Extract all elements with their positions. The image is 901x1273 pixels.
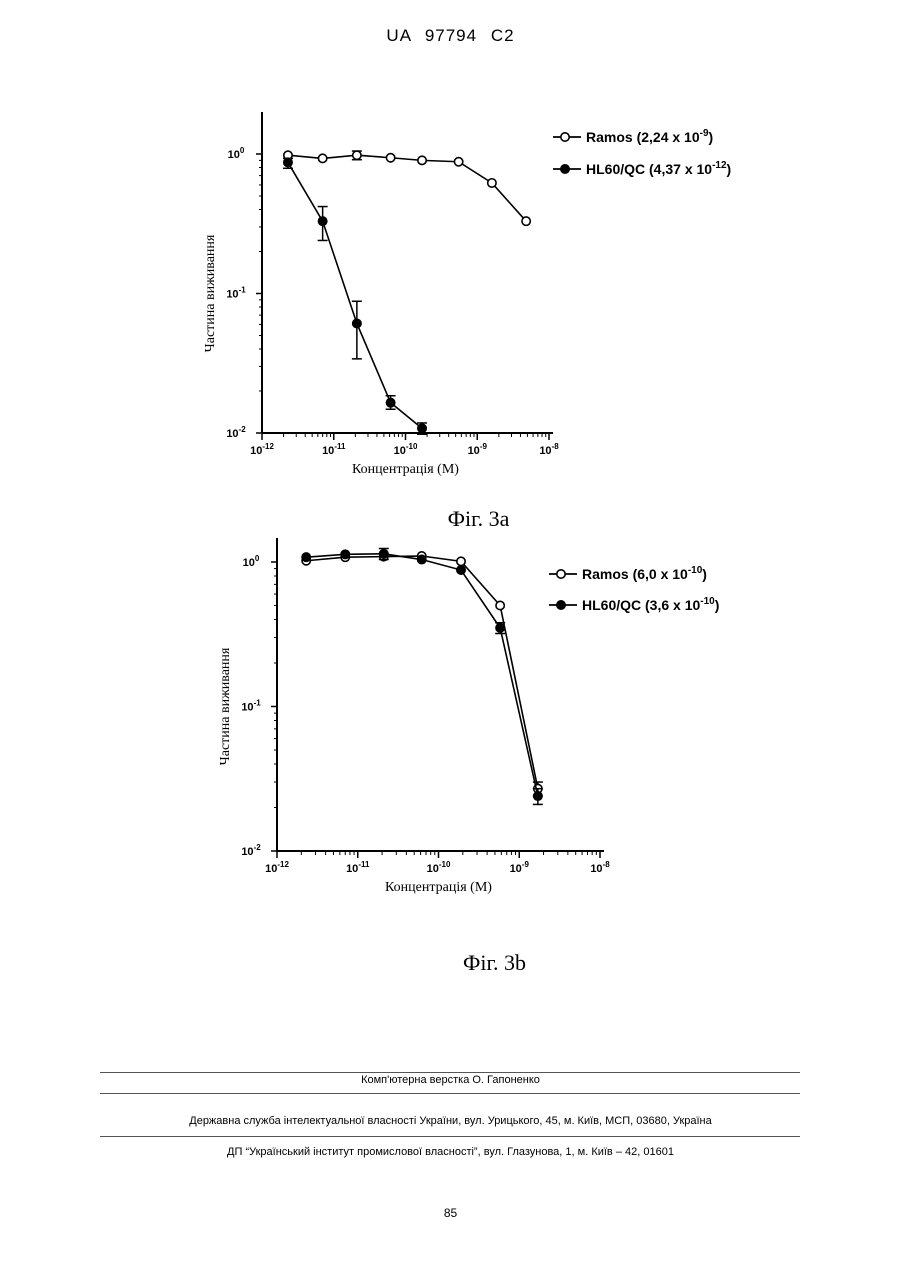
legend-label: Ramos (2,24 x 10-9) [586, 128, 713, 145]
data-point-filled [496, 624, 504, 632]
x-tick-label: 10-8 [590, 860, 610, 875]
legend-marker [561, 165, 569, 173]
data-point-filled [418, 555, 426, 563]
data-point-filled [386, 398, 394, 406]
legend-marker [557, 570, 565, 578]
y-tick-label: 10-1 [226, 286, 246, 301]
data-point-filled [353, 319, 361, 327]
series-line [306, 556, 538, 789]
legend-marker [561, 133, 569, 141]
x-tick-label: 10-11 [346, 860, 370, 875]
y-tick-label: 10-2 [226, 425, 246, 440]
data-point-open [457, 557, 465, 565]
office-address: Державна служба інтелектуальної власност… [0, 1115, 901, 1127]
x-tick-label: 10-10 [394, 442, 418, 457]
legend-label: HL60/QC (3,6 x 10-10) [582, 596, 719, 613]
x-tick-label: 10-9 [468, 442, 488, 457]
data-point-filled [418, 424, 426, 432]
x-axis-label: Концентрація (М) [352, 462, 459, 477]
data-point-filled [284, 158, 292, 166]
figure-caption-3b: Фіг. 3b [44, 950, 901, 976]
y-tick-label: 100 [243, 554, 260, 569]
legend-marker [557, 601, 565, 609]
x-tick-label: 10-12 [265, 860, 289, 875]
data-point-open [496, 601, 504, 609]
data-point-filled [302, 553, 310, 561]
chart-3b: 10-12 10-11 10-10 10-9 10-8 100 10-1 10-2 Концен… [0, 520, 901, 920]
y-tick-label: 10-1 [241, 699, 261, 714]
y-tick-label: 100 [228, 146, 245, 161]
x-tick-label: 10-8 [539, 442, 559, 457]
institute-address: ДП “Український інститут промислової вла… [0, 1146, 901, 1158]
x-tick-label: 10-11 [322, 442, 346, 457]
data-point-filled [341, 550, 349, 558]
footer-rule [100, 1136, 800, 1137]
legend-label: Ramos (6,0 x 10-10) [582, 565, 707, 582]
data-point-filled [457, 566, 465, 574]
series-line [288, 155, 526, 221]
typesetting-credit: Комп'ютерна верстка О. Гапоненко [0, 1074, 901, 1086]
series-line [288, 162, 422, 428]
data-point-open [353, 151, 361, 159]
data-point-open [318, 154, 326, 162]
x-tick-label: 10-10 [427, 860, 451, 875]
data-point-filled [534, 792, 542, 800]
x-tick-label: 10-9 [510, 860, 530, 875]
chart-3a: 10-12 10-11 10-10 10-9 10-8 100 10-1 10-2 Концен… [0, 0, 901, 500]
footer-rule [100, 1093, 800, 1094]
y-tick-label: 10-2 [241, 843, 261, 858]
data-point-filled [318, 217, 326, 225]
x-tick-label: 10-12 [250, 442, 274, 457]
y-axis-label: Частина виживання [218, 647, 233, 765]
data-point-open [418, 156, 426, 164]
data-point-open [522, 217, 530, 225]
data-point-open [386, 154, 394, 162]
y-axis-label: Частина виживання [203, 234, 218, 352]
legend-label: HL60/QC (4,37 x 10-12) [586, 160, 731, 177]
x-axis-label: Концентрація (М) [385, 880, 492, 895]
series-line [306, 554, 538, 796]
data-point-filled [380, 550, 388, 558]
data-point-open [488, 179, 496, 187]
data-point-open [454, 158, 462, 166]
page-number: 85 [0, 1206, 901, 1220]
footer-rule [100, 1072, 800, 1073]
